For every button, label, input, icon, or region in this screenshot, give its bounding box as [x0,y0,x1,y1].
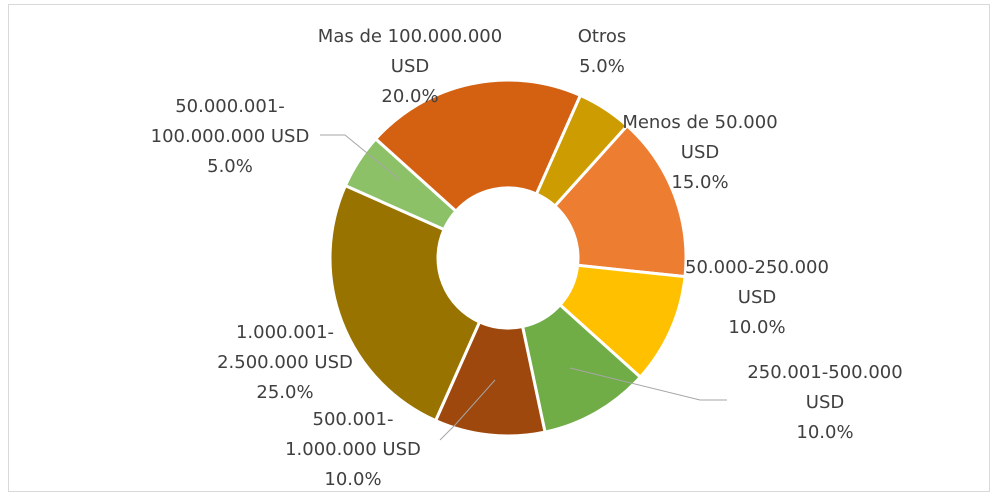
data-label: Mas de 100.000.000 USD 20.0% [315,22,505,112]
chart-frame [8,4,990,492]
leader-line [320,134,401,181]
data-label: 50.000-250.000 USD 10.0% [667,253,847,343]
data-label: 250.001-500.000 USD 10.0% [730,358,920,448]
data-label: Menos de 50.000 USD 15.0% [605,108,795,198]
value-label: 10.0% [728,317,786,338]
category: 250.001-500.000 USD [747,362,903,413]
category: Mas de 100.000.000 USD [317,26,503,77]
category: Menos de 50.000 USD [622,112,778,163]
data-label: Otros 5.0% [562,22,642,82]
category: Otros [577,26,627,47]
donut-slice [373,78,583,214]
value-label: 10.0% [796,422,854,443]
data-label: 1.000.001-2.500.000 USD 25.0% [205,318,365,408]
data-label: 50.000.001-100.000.000 USD 5.0% [135,92,325,182]
category: 50.000.001-100.000.000 USD [150,96,310,147]
donut-slice [534,93,630,209]
category: 1.000.001-2.500.000 USD [217,322,353,373]
data-label: 500.001-1.000.000 USD 10.0% [271,405,436,495]
value-label: 5.0% [579,56,625,77]
value-label: 20.0% [381,86,439,107]
donut-slice [552,123,688,279]
value-label: 5.0% [207,156,253,177]
leader-line [569,367,727,401]
donut-slice [328,183,482,423]
value-label: 15.0% [671,172,729,193]
category: 50.000-250.000 USD [685,257,829,308]
leader-line [439,379,496,441]
value-label: 10.0% [324,469,382,490]
category: 500.001-1.000.000 USD [285,409,421,460]
value-label: 25.0% [256,382,314,403]
